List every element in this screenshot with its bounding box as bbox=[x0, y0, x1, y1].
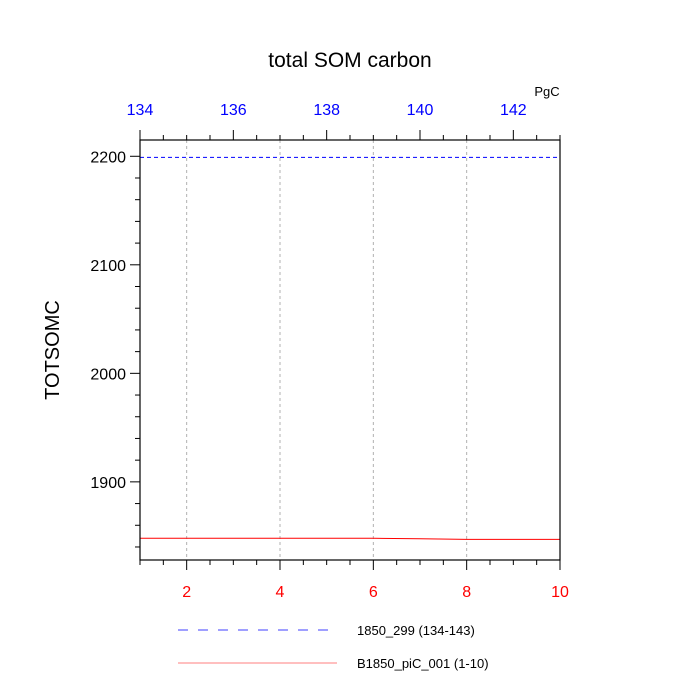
x-top-tick-label: 136 bbox=[220, 102, 247, 119]
y-tick-label: 2200 bbox=[90, 149, 126, 166]
grid-lines bbox=[186, 140, 468, 560]
plot-frame bbox=[139, 139, 561, 561]
axis-ticks: 2 4 6 8 10 134 136 138 140 142 1900 2000 2100 2200 bbox=[90, 102, 569, 601]
x-bottom-tick-label: 8 bbox=[462, 584, 471, 601]
x-top-tick-label: 138 bbox=[313, 102, 340, 119]
units-label: PgC bbox=[534, 84, 559, 99]
x-top-tick-label: 140 bbox=[407, 102, 434, 119]
x-bottom-tick-label: 6 bbox=[369, 584, 378, 601]
chart-title: total SOM carbon bbox=[268, 49, 431, 72]
y-tick-label: 1900 bbox=[90, 475, 126, 492]
legend: 1850_299 (134-143) B1850_piC_001 (1-10) bbox=[178, 623, 489, 671]
y-axis-label: TOTSOMC bbox=[42, 300, 64, 400]
x-bottom-tick-label: 10 bbox=[551, 584, 569, 601]
y-tick-label: 2100 bbox=[90, 258, 126, 275]
x-top-tick-label: 142 bbox=[500, 102, 527, 119]
x-bottom-tick-label: 4 bbox=[276, 584, 285, 601]
y-tick-label: 2000 bbox=[90, 366, 126, 383]
series-layer bbox=[140, 156, 560, 540]
x-bottom-tick-label: 2 bbox=[182, 584, 191, 601]
x-top-tick-label: 134 bbox=[127, 102, 154, 119]
legend-label-2: B1850_piC_001 (1-10) bbox=[357, 656, 489, 671]
series-line-2 bbox=[140, 537, 560, 540]
legend-label-1: 1850_299 (134-143) bbox=[357, 623, 475, 638]
